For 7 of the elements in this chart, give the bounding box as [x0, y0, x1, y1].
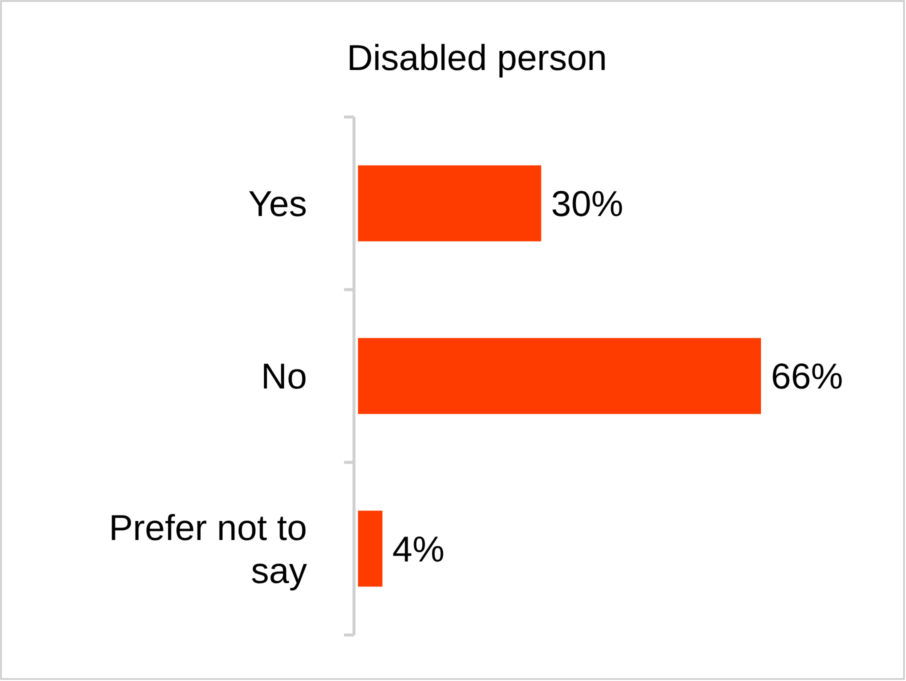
- y-tick-label: No: [260, 356, 307, 397]
- y-tick-label: Yes: [248, 182, 307, 224]
- data-label: 30%: [551, 182, 624, 224]
- chart-title: Disabled person: [346, 37, 608, 78]
- data-label: 4%: [392, 528, 444, 570]
- y-tick-label: Prefer not to say: [108, 506, 307, 591]
- data-label: 66%: [771, 356, 844, 397]
